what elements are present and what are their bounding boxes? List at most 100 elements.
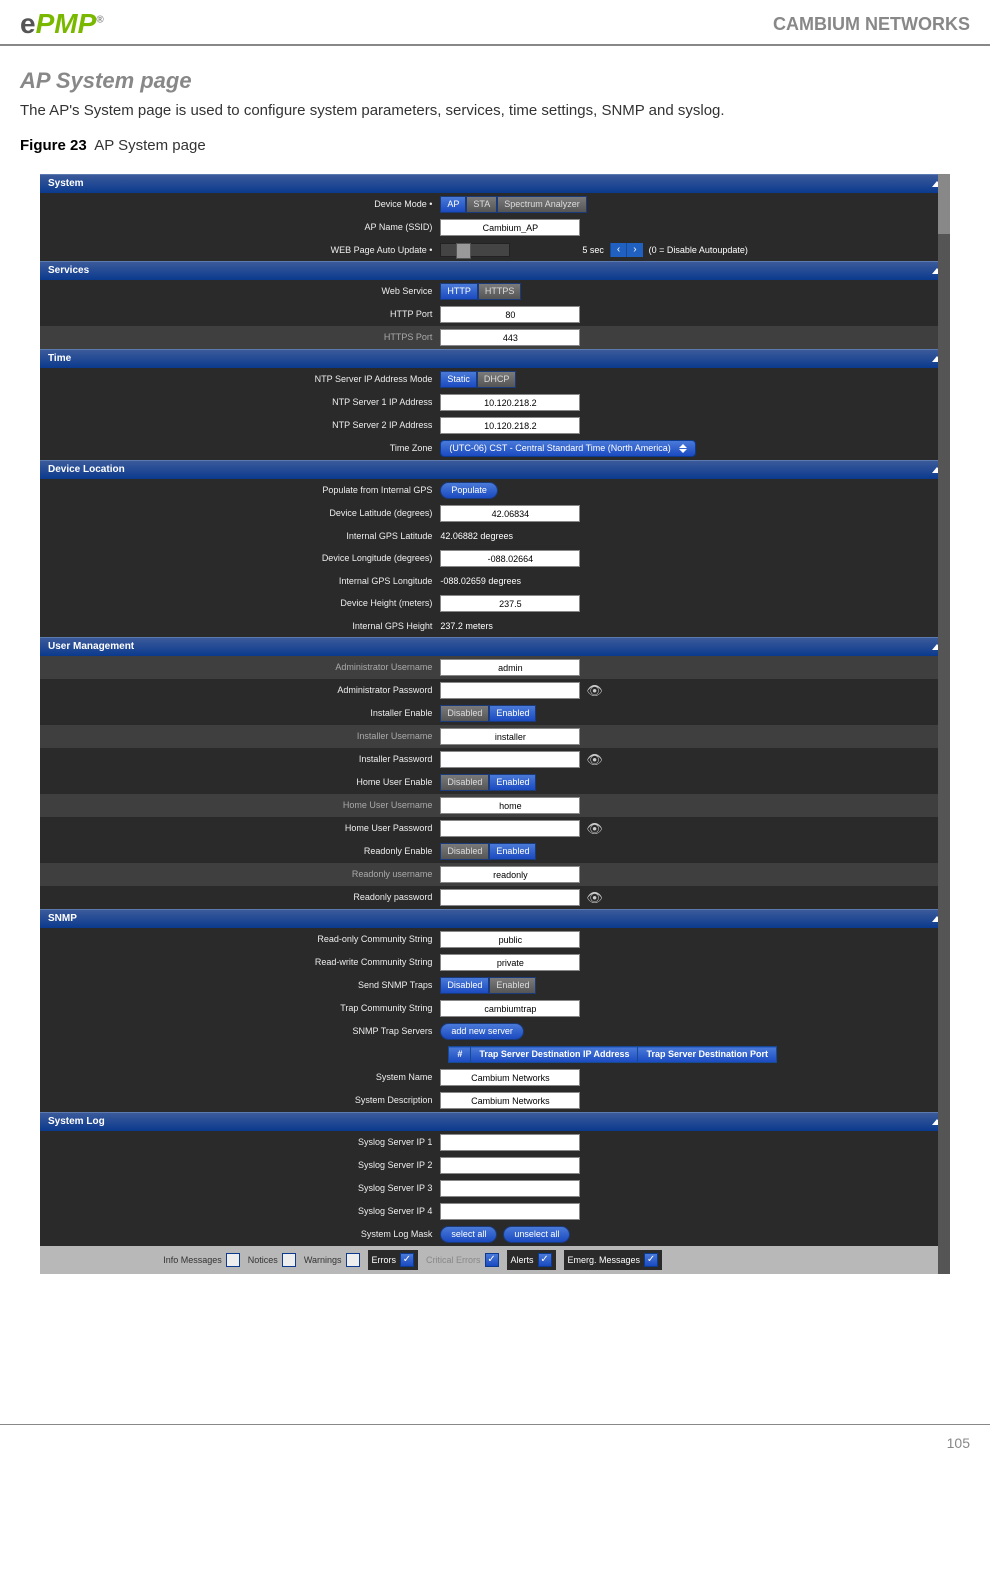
log-warnings-checkbox[interactable]: ✓ (346, 1253, 360, 1267)
web-service-toggle[interactable]: HTTP HTTPS (440, 283, 521, 300)
section-head-system[interactable]: System (40, 174, 950, 193)
lat-input[interactable] (440, 505, 580, 522)
syslog-ip2-input[interactable] (440, 1157, 580, 1174)
eye-icon[interactable]: 👁 (586, 891, 603, 904)
sys-desc-input[interactable] (440, 1092, 580, 1109)
syslog-ip3-label: Syslog Server IP 3 (40, 1184, 440, 1193)
eye-icon[interactable]: 👁 (586, 753, 603, 766)
section-head-snmp[interactable]: SNMP (40, 909, 950, 928)
autoupdate-nav[interactable]: ‹› (610, 243, 643, 257)
eye-icon[interactable]: 👁 (586, 684, 603, 697)
home-enable-toggle[interactable]: Disabled Enabled (440, 774, 536, 791)
web-service-label: Web Service (40, 287, 440, 296)
device-mode-sta[interactable]: STA (466, 196, 497, 213)
ro-disabled[interactable]: Disabled (440, 843, 489, 860)
syslog-ip1-label: Syslog Server IP 1 (40, 1138, 440, 1147)
section-title-location: Device Location (48, 465, 125, 475)
device-mode-ap[interactable]: AP (440, 196, 466, 213)
web-service-https[interactable]: HTTPS (478, 283, 522, 300)
ntp-mode-toggle[interactable]: Static DHCP (440, 371, 516, 388)
page-title: AP System page (20, 68, 970, 94)
prev-icon[interactable]: ‹ (610, 243, 626, 257)
ntp2-input[interactable] (440, 417, 580, 434)
select-all-button[interactable]: select all (440, 1226, 497, 1243)
section-head-services[interactable]: Services (40, 261, 950, 280)
log-alerts-label: Alerts (511, 1256, 534, 1265)
lon-label: Device Longitude (degrees) (40, 554, 440, 563)
eye-icon[interactable]: 👁 (586, 822, 603, 835)
log-critical-label: Critical Errors (426, 1256, 481, 1265)
traps-enabled[interactable]: Enabled (489, 977, 536, 994)
section-head-users[interactable]: User Management (40, 637, 950, 656)
ro-pw-input[interactable] (440, 889, 580, 906)
slider-thumb[interactable] (456, 243, 471, 259)
admin-pw-input[interactable] (440, 682, 580, 699)
log-critical-checkbox[interactable]: ✓ (485, 1253, 499, 1267)
tz-select[interactable]: (UTC-06) CST - Central Standard Time (No… (440, 440, 695, 457)
admin-pw-label: Administrator Password (40, 686, 440, 695)
autoupdate-slider[interactable] (440, 243, 510, 257)
http-port-input[interactable] (440, 306, 580, 323)
ro-comm-input[interactable] (440, 931, 580, 948)
log-info-label: Info Messages (163, 1256, 222, 1265)
syslog-ip3-input[interactable] (440, 1180, 580, 1197)
log-notices-checkbox[interactable]: ✓ (282, 1253, 296, 1267)
home-disabled[interactable]: Disabled (440, 774, 489, 791)
section-title-time: Time (48, 354, 71, 364)
installer-enable-toggle[interactable]: Disabled Enabled (440, 705, 536, 722)
gps-height-value: 237.2 meters (440, 622, 493, 631)
installer-disabled[interactable]: Disabled (440, 705, 489, 722)
installer-pw-input[interactable] (440, 751, 580, 768)
lon-input[interactable] (440, 550, 580, 567)
height-input[interactable] (440, 595, 580, 612)
company-label: CAMBIUM NETWORKS (773, 14, 970, 35)
populate-button[interactable]: Populate (440, 482, 498, 499)
gps-height-label: Internal GPS Height (40, 622, 440, 631)
next-icon[interactable]: › (626, 243, 642, 257)
home-pw-input[interactable] (440, 820, 580, 837)
trap-comm-input[interactable] (440, 1000, 580, 1017)
traps-toggle[interactable]: Disabled Enabled (440, 977, 536, 994)
gps-lat-label: Internal GPS Latitude (40, 532, 440, 541)
log-info-checkbox[interactable]: ✓ (226, 1253, 240, 1267)
log-emerg-checkbox[interactable]: ✓ (644, 1253, 658, 1267)
syslog-mask-label: System Log Mask (40, 1230, 440, 1239)
scrollbar[interactable] (938, 174, 950, 1274)
unselect-all-button[interactable]: unselect all (503, 1226, 570, 1243)
installer-enabled[interactable]: Enabled (489, 705, 536, 722)
section-head-time[interactable]: Time (40, 349, 950, 368)
log-warnings-label: Warnings (304, 1256, 342, 1265)
ro-comm-label: Read-only Community String (40, 935, 440, 944)
ap-name-label: AP Name (SSID) (40, 223, 440, 232)
autoupdate-hint: (0 = Disable Autoupdate) (649, 246, 748, 255)
gps-lat-value: 42.06882 degrees (440, 532, 513, 541)
web-service-http[interactable]: HTTP (440, 283, 478, 300)
trap-col-port: Trap Server Destination Port (638, 1047, 777, 1063)
updown-icon[interactable] (679, 444, 687, 453)
rw-comm-input[interactable] (440, 954, 580, 971)
home-enabled[interactable]: Enabled (489, 774, 536, 791)
traps-disabled[interactable]: Disabled (440, 977, 489, 994)
log-errors-label: Errors (372, 1256, 397, 1265)
section-head-location[interactable]: Device Location (40, 460, 950, 479)
add-server-button[interactable]: add new server (440, 1023, 524, 1040)
device-mode-toggle[interactable]: AP STA Spectrum Analyzer (440, 196, 586, 213)
ntp1-input[interactable] (440, 394, 580, 411)
log-alerts-checkbox[interactable]: ✓ (538, 1253, 552, 1267)
ntp-mode-static[interactable]: Static (440, 371, 477, 388)
device-mode-sa[interactable]: Spectrum Analyzer (497, 196, 587, 213)
ap-name-input[interactable] (440, 219, 580, 236)
section-head-syslog[interactable]: System Log (40, 1112, 950, 1131)
sys-name-input[interactable] (440, 1069, 580, 1086)
installer-user-input (440, 728, 580, 745)
page-header: ePMP® CAMBIUM NETWORKS (0, 0, 990, 46)
syslog-ip4-input[interactable] (440, 1203, 580, 1220)
figure-label: Figure 23 (20, 137, 87, 154)
scroll-thumb[interactable] (938, 174, 950, 234)
ro-enable-toggle[interactable]: Disabled Enabled (440, 843, 536, 860)
syslog-ip1-input[interactable] (440, 1134, 580, 1151)
section-title-users: User Management (48, 642, 134, 652)
ntp-mode-dhcp[interactable]: DHCP (477, 371, 517, 388)
log-errors-checkbox[interactable]: ✓ (400, 1253, 414, 1267)
ro-enabled[interactable]: Enabled (489, 843, 536, 860)
